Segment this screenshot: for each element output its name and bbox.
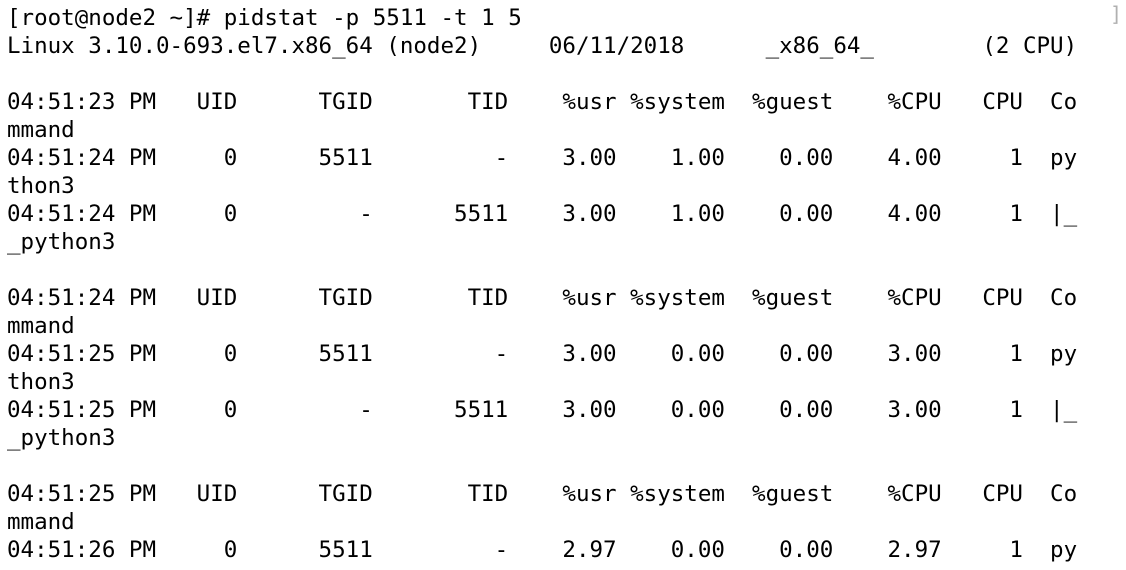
terminal-output-line: 04:51:25 PM 0 5511 - 3.00 0.00 0.00 3.00… [7, 341, 1078, 367]
terminal-output-line: mmand [7, 313, 75, 339]
terminal-output-line: 04:51:24 PM 0 5511 - 3.00 1.00 0.00 4.00… [7, 145, 1078, 171]
terminal-prompt-line: [root@node2 ~]# pidstat -p 5511 -t 1 5 [7, 5, 522, 31]
terminal-output-line: _python3 [7, 229, 116, 255]
terminal-output-line: 04:51:24 PM 0 - 5511 3.00 1.00 0.00 4.00… [7, 201, 1078, 227]
terminal-output-line: thon3 [7, 369, 75, 395]
terminal-output-line: thon3 [7, 173, 75, 199]
terminal-output-line: _python3 [7, 425, 116, 451]
terminal-output-line: Linux 3.10.0-693.el7.x86_64 (node2) 06/1… [7, 33, 1078, 59]
terminal-output-line: mmand [7, 509, 75, 535]
terminal-output-line: 04:51:26 PM 0 5511 - 2.97 0.00 0.00 2.97… [7, 537, 1078, 563]
terminal-output-line: 04:51:24 PM UID TGID TID %usr %system %g… [7, 285, 1078, 311]
window-edge-bracket: ] [1109, 2, 1122, 26]
terminal-output-line: 04:51:23 PM UID TGID TID %usr %system %g… [7, 89, 1078, 115]
terminal-output-line: mmand [7, 117, 75, 143]
terminal-output-line: 04:51:25 PM UID TGID TID %usr %system %g… [7, 481, 1078, 507]
terminal-output-line: 04:51:25 PM 0 - 5511 3.00 0.00 0.00 3.00… [7, 397, 1078, 423]
